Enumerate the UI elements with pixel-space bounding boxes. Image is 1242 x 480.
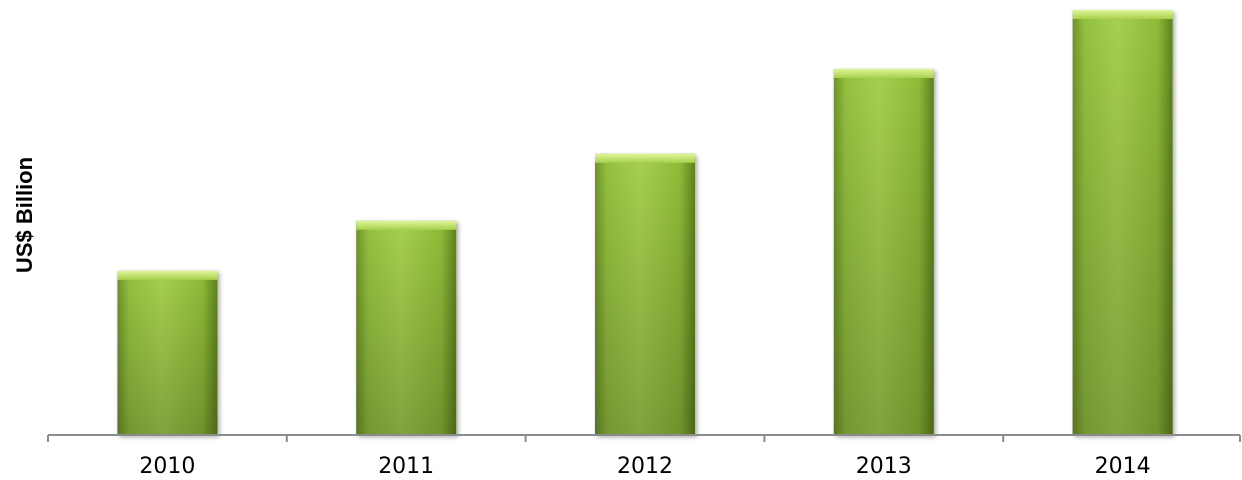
bars-group — [117, 10, 1173, 436]
x-tick-label-2010: 2010 — [139, 454, 195, 479]
x-tick-label-2011: 2011 — [378, 454, 434, 479]
x-axis — [47, 434, 1241, 442]
bar-cap — [117, 270, 218, 280]
bar-shade — [356, 220, 457, 435]
bar-shade — [117, 270, 218, 435]
x-tick-labels: 2010 2011 2012 2013 2014 — [139, 454, 1150, 479]
bar-shade — [1072, 10, 1173, 435]
bar-2013 — [833, 68, 934, 435]
x-tick-label-2013: 2013 — [856, 454, 912, 479]
y-axis-label: US$ Billion — [12, 157, 37, 273]
bar-cap — [833, 68, 934, 78]
bar-shade — [595, 153, 695, 436]
bar-shade — [833, 68, 934, 435]
x-tick-label-2014: 2014 — [1095, 454, 1151, 479]
bar-2010 — [117, 270, 218, 435]
bar-cap — [356, 220, 457, 230]
x-tick-label-2012: 2012 — [617, 454, 673, 479]
bar-2012 — [595, 153, 695, 436]
bar-cap — [595, 153, 695, 163]
bar-2014 — [1072, 10, 1173, 435]
bar-cap — [1072, 10, 1173, 19]
bar-2011 — [356, 220, 457, 435]
